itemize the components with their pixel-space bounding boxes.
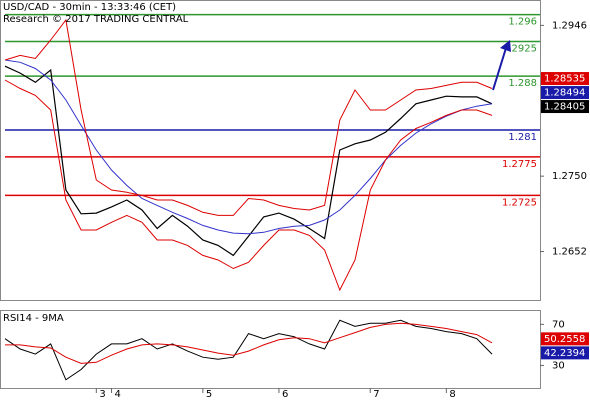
x-tick-label: 3 — [99, 389, 105, 400]
series-line — [4, 59, 493, 235]
price-panel — [0, 0, 541, 301]
y-tick-label: 1.2750 — [552, 171, 587, 182]
x-tick-label: 5 — [206, 389, 212, 400]
level-label: 1.281 — [508, 132, 537, 143]
value-box — [541, 100, 589, 114]
value-box-label: 1.28535 — [544, 74, 585, 85]
value-box — [541, 72, 589, 86]
series-line — [4, 79, 493, 292]
level-label: 1.296 — [508, 17, 537, 28]
series-line — [4, 18, 493, 216]
level-label: 1.288 — [508, 78, 537, 89]
x-tick-label: 6 — [282, 389, 288, 400]
value-box-label: 50.2558 — [544, 334, 585, 345]
value-box — [541, 346, 589, 360]
x-tick-label: 8 — [449, 389, 455, 400]
forecast-arrow — [492, 47, 507, 91]
plot-layer: 1.2652 1.2750 1.2946 1.296 2925 1.288 1.281 1.2… — [4, 13, 589, 400]
y-tick-label: 30 — [552, 360, 565, 371]
series-line — [4, 319, 493, 381]
rsi-title: RSI14 - 9MA — [3, 313, 64, 324]
value-box — [541, 86, 589, 100]
value-box — [541, 332, 589, 346]
level-label: 1.2725 — [502, 197, 537, 208]
level-label: 2925 — [512, 44, 537, 55]
x-tick-label: 4 — [115, 389, 121, 400]
forecast-arrowhead — [500, 40, 511, 52]
x-tick-label: 7 — [373, 389, 379, 400]
y-tick-label: 1.2946 — [552, 20, 587, 31]
y-tick-label: 70 — [552, 319, 565, 330]
level-label: 1.2775 — [502, 159, 537, 170]
y-tick-label: 1.2652 — [552, 247, 587, 258]
rsi-panel — [0, 310, 541, 389]
series-line — [4, 65, 493, 257]
series-line — [5, 322, 493, 364]
value-box-label: 42.2394 — [544, 348, 585, 359]
chart-title: USD/CAD - 30min - 13:33:46 (CET) — [3, 2, 176, 13]
value-box-label: 1.28405 — [544, 102, 585, 113]
chart-subtitle: Research © 2017 TRADING CENTRAL — [3, 14, 189, 25]
value-box-label: 1.28494 — [544, 88, 585, 99]
